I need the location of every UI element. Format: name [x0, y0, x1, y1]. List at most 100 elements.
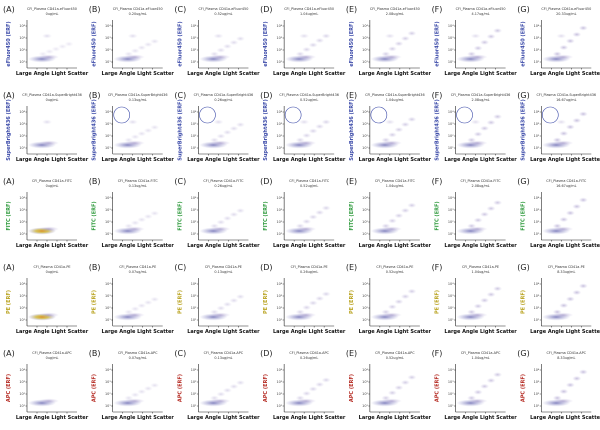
y-tick-label: 10² [276, 48, 282, 52]
y-tick-label: 10⁴ [19, 282, 25, 286]
y-tick-label: 10² [276, 220, 282, 224]
density-blob [235, 380, 245, 386]
y-axis-label: eFluor450 (ERF) [92, 21, 98, 66]
y-tick-label: 10² [276, 134, 282, 138]
panel-letter: (D) [260, 91, 272, 100]
density-blob [400, 379, 410, 386]
panel: (A) CFl_Plasma CD41a-APC0ug/mL10¹10²10³10… [3, 349, 89, 421]
plot-area: 10¹ 10² 10³ 10⁴ [448, 106, 506, 156]
density-cloud [113, 382, 160, 407]
panel-title: CFl_Plasma CD41a-FITC [375, 179, 416, 183]
density-blob [493, 372, 503, 378]
density-blob [556, 119, 567, 125]
density-blob [295, 51, 305, 57]
density-blob [209, 137, 219, 143]
density-blob [321, 119, 331, 125]
x-axis-label: Large Angle Light Scatter [530, 243, 600, 249]
y-tick-label: 10⁴ [448, 110, 454, 114]
panel-concentration: 8.33ug/mL [557, 356, 575, 360]
y-tick-label: 10¹ [362, 60, 368, 64]
density-blob [130, 220, 140, 226]
y-tick-label: 10¹ [19, 318, 25, 322]
y-tick-label: 10³ [276, 122, 282, 126]
density-blob [572, 203, 582, 210]
panel-concentration: 0ug/mL [46, 270, 59, 274]
y-tick-label: 10³ [448, 122, 454, 126]
panel-letter: (D) [260, 349, 272, 358]
density-blob [308, 386, 318, 392]
y-tick-label: 10¹ [276, 232, 282, 236]
density-blob [130, 48, 140, 54]
panel: (D) CFl_Plasma CD41a-SuperBright4360.52ug… [260, 91, 346, 163]
density-blob [559, 130, 569, 137]
x-axis-label: Large Angle Light Scatter [444, 243, 517, 249]
density-blob [64, 41, 74, 47]
panel-letter: (F) [432, 177, 443, 186]
density-blob [470, 33, 481, 39]
density-blob [45, 48, 54, 55]
y-axis-label: FITC (ERF) [177, 201, 183, 230]
y-tick-label: 10¹ [191, 404, 197, 408]
y-tick-label: 10¹ [105, 146, 111, 150]
x-axis-label: Large Angle Light Scatter [16, 329, 89, 335]
panel-concentration: 2.08ug/mL [471, 98, 489, 102]
panel-letter: (G) [517, 263, 529, 272]
density-blob [400, 35, 410, 42]
x-axis-label: Large Angle Light Scatter [444, 415, 517, 421]
y-tick-label: 10² [19, 220, 25, 224]
y-tick-label: 10² [448, 306, 454, 310]
y-axis-label: PE (ERF) [177, 290, 183, 314]
density-cloud [456, 372, 503, 407]
density-blob [137, 45, 147, 51]
x-axis-label: Large Angle Light Scatter [102, 329, 175, 335]
y-tick-label: 10³ [534, 36, 540, 40]
panel-concentration: 20.33ug/mL [556, 12, 576, 16]
plot-area: 10¹ 10² 10³ 10⁴ [19, 278, 77, 328]
y-axis-label: APC (ERF) [349, 374, 355, 402]
density-blob [130, 134, 140, 140]
density-blob [467, 395, 477, 401]
y-tick-label: 10³ [105, 294, 111, 298]
density-blob [130, 392, 140, 398]
density-blob [216, 47, 226, 53]
density-blob [493, 114, 503, 120]
y-tick-label: 10¹ [105, 318, 111, 322]
plot-area: 10¹ 10² 10³ 10⁴ [191, 278, 249, 328]
density-blob [39, 226, 59, 232]
density-blob [229, 39, 239, 46]
y-tick-label: 10³ [362, 380, 368, 384]
panel: (E) CFl_Plasma CD41a-SuperBright4361.04ug… [346, 91, 432, 163]
y-axis-label: FITC (ERF) [435, 201, 441, 230]
x-axis-label: Large Angle Light Scatter [187, 329, 260, 335]
density-blob [295, 309, 305, 315]
panel-title: CFl_Plasma CD41a-FITC [32, 179, 73, 183]
y-tick-label: 10¹ [276, 404, 282, 408]
density-blob [480, 39, 490, 45]
density-blob [42, 119, 52, 125]
y-tick-label: 10⁴ [362, 282, 368, 286]
panel-title: CFl_Plasma CD41a-PE [205, 265, 242, 269]
panel-letter: (B) [89, 349, 101, 358]
x-axis-label: Large Angle Light Scatter [359, 157, 432, 163]
density-cloud [285, 33, 331, 63]
y-axis-label: SuperBright436 (ERF) [6, 99, 12, 161]
density-blob [486, 377, 496, 384]
y-tick-label: 10⁴ [362, 110, 368, 114]
density-blob [235, 208, 245, 214]
y-tick-label: 10³ [448, 36, 454, 40]
density-blob [565, 210, 575, 216]
y-tick-label: 10⁴ [448, 368, 454, 372]
x-axis-label: Large Angle Light Scatter [273, 71, 346, 77]
density-blob [578, 197, 588, 203]
panel: (F) CFl_Plasma CD41a-APC1.04ug/mL10¹10²10… [432, 349, 518, 421]
panel: (B) CFl_Plasma CD41a-PE0.07ug/mL 10¹ 10² 10³… [89, 263, 175, 335]
density-cloud [28, 33, 74, 63]
panel-letter: (E) [346, 263, 357, 272]
panel-letter: (A) [3, 91, 15, 100]
plot-area: 10¹ 10² 10³ 10⁴ [19, 20, 77, 70]
y-axis-label: eFluor450 (ERF) [177, 21, 183, 66]
plot-area: 10¹ 10² 10³ 10⁴ [534, 192, 592, 242]
density-cloud [542, 111, 588, 149]
panel-concentration: 8.33ug/mL [557, 270, 575, 274]
